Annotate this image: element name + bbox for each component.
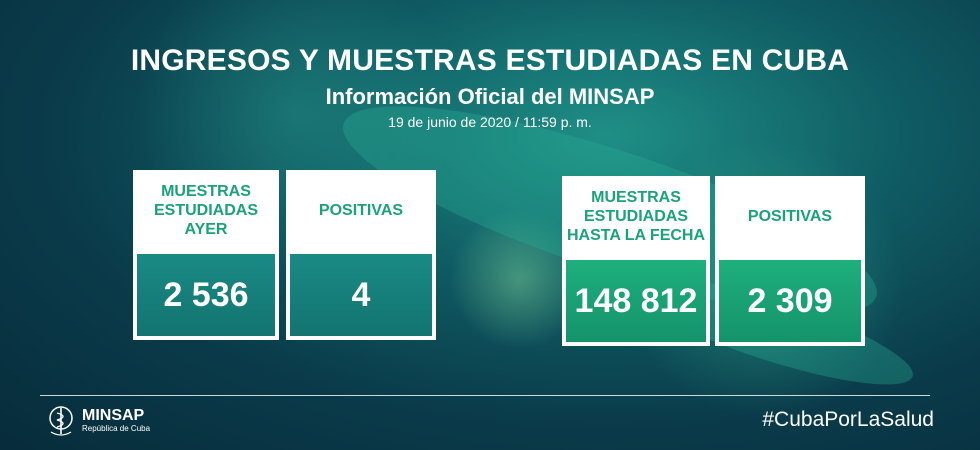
stat-card-label: POSITIVAS bbox=[715, 176, 865, 256]
stat-card-body: 2 536 bbox=[133, 250, 279, 340]
minsap-caduceus-icon bbox=[49, 406, 73, 436]
minsap-logo: MINSAP República de Cuba bbox=[46, 404, 150, 438]
stat-card-body: 2 309 bbox=[715, 256, 865, 346]
logo-subtitle: República de Cuba bbox=[82, 424, 151, 433]
stat-card-label: MUESTRAS ESTUDIADAS AYER bbox=[133, 170, 279, 250]
stat-card-value: 2 309 bbox=[719, 260, 861, 342]
stat-card-samples-total: MUESTRAS ESTUDIADAS HASTA LA FECHA 148 8… bbox=[562, 176, 710, 346]
stat-card-body: 4 bbox=[286, 250, 436, 340]
logo-name: MINSAP bbox=[82, 407, 145, 424]
page-subtitle: Información Oficial del MINSAP bbox=[325, 84, 655, 109]
logo-text: MINSAP República de Cuba bbox=[82, 408, 150, 434]
stat-card-value: 148 812 bbox=[566, 260, 706, 342]
hashtag: #CubaPorLaSalud bbox=[762, 408, 934, 431]
stat-card-samples-yesterday: MUESTRAS ESTUDIADAS AYER 2 536 bbox=[133, 170, 279, 340]
stat-card-label: MUESTRAS ESTUDIADAS HASTA LA FECHA bbox=[562, 176, 710, 256]
stat-card-value: 4 bbox=[290, 254, 432, 336]
stat-card-positives-yesterday: POSITIVAS 4 bbox=[286, 170, 436, 340]
stat-card-body: 148 812 bbox=[562, 256, 710, 346]
stat-card-label: POSITIVAS bbox=[286, 170, 436, 250]
page-title: INGRESOS Y MUESTRAS ESTUDIADAS EN CUBA bbox=[130, 44, 850, 77]
stat-card-value: 2 536 bbox=[137, 254, 275, 336]
report-date: 19 de junio de 2020 / 11:59 p. m. bbox=[388, 114, 592, 130]
stat-card-positives-total: POSITIVAS 2 309 bbox=[715, 176, 865, 346]
footer-divider bbox=[40, 395, 930, 396]
